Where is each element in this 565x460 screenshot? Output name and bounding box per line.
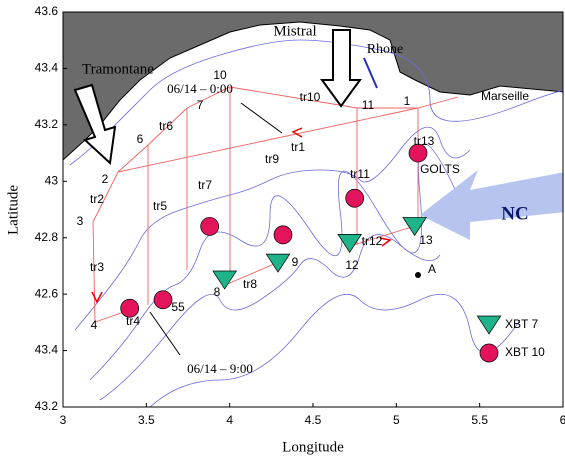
xbt-circle: [345, 188, 365, 208]
y-tick-label: 43.4: [35, 61, 59, 75]
xbt-circle: [120, 298, 140, 318]
map-annotation: 1: [404, 94, 411, 108]
map-annotation: tr3: [90, 260, 104, 274]
map-annotation: tr9: [265, 152, 279, 166]
xbt-circle: [408, 143, 428, 163]
x-axis-label: Longitude: [282, 439, 344, 455]
map-annotation: tr1: [291, 140, 305, 154]
map-annotation: tr6: [159, 119, 173, 133]
map-annotation: 06/14 – 0:00: [167, 81, 233, 96]
xbt-circle: [153, 290, 173, 310]
y-tick-label: 42.6: [35, 286, 59, 300]
y-tick-label: 43.6: [35, 4, 59, 18]
y-tick-label: 43.2: [35, 399, 59, 413]
map-annotation: 06/14 – 9:00: [187, 361, 253, 376]
xbt-circle: [479, 343, 499, 363]
map-annotation: 3: [77, 214, 84, 228]
y-tick-label: 43: [45, 173, 59, 187]
map-annotation: tr13: [414, 134, 435, 148]
time-arrow: [240, 102, 283, 134]
mistral-arrow: [320, 29, 362, 108]
map-annotation: A: [428, 262, 436, 276]
x-tick-label: 6: [560, 413, 565, 427]
tramontane-arrow: [73, 83, 117, 166]
x-tick-label: 4: [226, 413, 233, 427]
land: [63, 12, 563, 161]
map-annotation: Marseille: [481, 89, 529, 103]
map-annotation: GOLTS: [420, 162, 460, 176]
map-annotation: 10: [213, 68, 227, 82]
map-annotation: 11: [362, 98, 375, 112]
y-tick-label: 43.4: [35, 343, 59, 357]
map-annotation: 13: [419, 233, 433, 247]
map-annotation: Mistral: [273, 23, 316, 39]
y-axis-label: Latitude: [5, 185, 21, 235]
map-annotation: tr7: [198, 178, 212, 192]
map-annotation: tr12: [362, 234, 383, 248]
xbt-triangle: [337, 234, 363, 253]
map-annotation: 9: [292, 255, 299, 269]
xbt-circle: [200, 217, 220, 236]
legend-label: XBT 7: [505, 317, 538, 331]
x-tick-label: 5: [393, 413, 400, 427]
rhone-arrow: [363, 57, 378, 89]
map-annotation: 55: [171, 300, 185, 314]
xbt-triangle: [402, 217, 428, 237]
map-annotation: 8: [214, 285, 221, 299]
ship-track: [91, 86, 459, 323]
xbt-triangle: [212, 270, 238, 290]
x-tick-label: 5.5: [471, 413, 488, 427]
map-annotation: Tramontane: [82, 61, 154, 77]
xbt-triangle: [476, 315, 502, 335]
map-annotation: 6: [137, 132, 144, 146]
map-annotation: NC: [501, 203, 528, 224]
y-tick-label: 43.2: [35, 117, 59, 131]
legend-label: XBT 10: [505, 345, 545, 359]
nc-arrow: [420, 170, 563, 240]
x-tick-label: 3.5: [138, 413, 155, 427]
xbt-circle: [273, 225, 293, 245]
map-annotation: 2: [102, 172, 109, 186]
map-annotation: tr10: [300, 90, 321, 104]
map-annotation: Rhone: [367, 42, 404, 57]
map-annotation: tr8: [243, 277, 257, 291]
map-layer: [63, 12, 563, 407]
x-tick-label: 3: [60, 413, 67, 427]
map-annotation: tr2: [90, 192, 104, 206]
x-tick-label: 4.5: [305, 413, 322, 427]
map-annotation: tr4: [126, 314, 140, 328]
map-annotation: tr11: [350, 167, 370, 181]
map-annotation: 7: [197, 98, 204, 112]
point-a: [415, 272, 421, 278]
map-annotation: 4: [91, 318, 98, 332]
time-arrow: [149, 311, 181, 356]
map-annotation: 12: [345, 258, 359, 272]
y-tick-label: 42.8: [35, 230, 59, 244]
map-annotation: tr5: [153, 199, 167, 213]
xbt-triangle: [265, 253, 291, 273]
